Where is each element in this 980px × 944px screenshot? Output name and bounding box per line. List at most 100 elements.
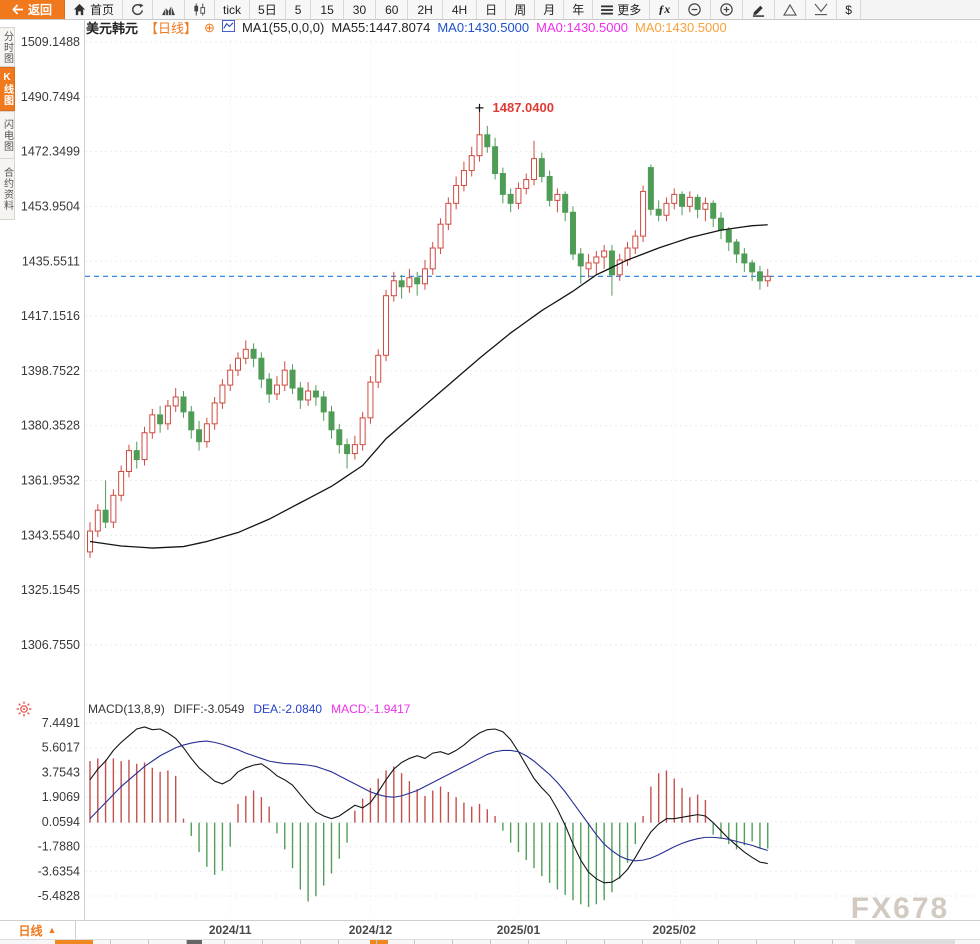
toolbar-item-fx[interactable]: ƒx	[650, 0, 680, 19]
price-tick-label: 1380.3528	[21, 419, 80, 433]
minimap-fragment	[642, 940, 643, 944]
toolbar-item-m30[interactable]: 30	[343, 0, 377, 19]
minimap-fragment	[794, 940, 795, 944]
price-tick-label: 1435.5511	[22, 254, 80, 268]
sidebar-tab-4[interactable]: 合约资料	[0, 158, 15, 220]
toolbar-item-chart-mountain[interactable]	[153, 0, 186, 19]
toolbar-item-label: 更多	[617, 3, 642, 17]
toolbar-item-draw[interactable]	[743, 0, 776, 19]
ma0-value-magenta: MA0:1430.5000	[536, 20, 628, 35]
toolbar-item-5d[interactable]: 5日	[250, 0, 286, 19]
price-tick-label: 1325.1545	[21, 583, 80, 597]
toolbar-item-day[interactable]: 日	[477, 0, 507, 19]
toolbar-item-label: 2H	[417, 2, 433, 17]
x-axis-bar: 日线 ▲ 2024/11 2024/12 2025/01 2025/02	[0, 920, 980, 939]
minimap-fragment	[186, 940, 202, 944]
toolbar-item-year[interactable]: 年	[564, 0, 594, 19]
gridlines	[85, 40, 978, 915]
price-axis-labels: 1509.1488 1490.7494 1472.3499 1453.9504 1435…	[21, 35, 80, 652]
minimap-fragment	[566, 940, 567, 944]
minimap-strip[interactable]	[0, 939, 980, 944]
toolbar-item-label: $	[845, 2, 852, 17]
minimap-fragment	[370, 940, 388, 944]
macd-macd-value: MACD:-1.9417	[331, 702, 411, 716]
minimap-fragment	[186, 940, 187, 944]
sidebar-tab-1[interactable]: 分时图	[0, 27, 15, 67]
minimap-fragment	[110, 940, 111, 944]
ma0-value-orange: MA0:1430.5000	[634, 20, 727, 35]
minimap-fragment	[224, 940, 225, 944]
minimap-fragment	[452, 940, 453, 944]
zoom-out-icon	[687, 2, 702, 17]
toolbar-item-h4[interactable]: 4H	[442, 0, 478, 19]
back-icon	[12, 4, 24, 15]
macd-diff-value: DIFF:-3.0549	[173, 702, 245, 716]
minimap-fragment	[55, 940, 93, 944]
macd-tick-label: -3.6354	[38, 864, 80, 878]
toolbar-item-tick[interactable]: tick	[215, 0, 251, 19]
toolbar-item-h2[interactable]: 2H	[408, 0, 443, 19]
toolbar-item-label: 5日	[258, 3, 277, 17]
toolbar-item-label: 30	[352, 2, 367, 17]
minimap-fragment	[414, 940, 415, 944]
x-axis-label: 2024/11	[208, 923, 252, 937]
toolbar-item-chart-candle[interactable]	[185, 0, 216, 19]
macd-tick-label: 0.0594	[42, 815, 80, 829]
add-indicator-icon[interactable]: ⊕	[204, 19, 215, 35]
ma0-value-blue: MA0:1430.5000	[437, 20, 530, 35]
ma-settings-label: MA1(55,0,0,0)	[241, 20, 325, 35]
toolbar-item-label: 首页	[90, 3, 115, 17]
price-tick-label: 1306.7550	[21, 638, 80, 652]
toolbar-item-zoom-out[interactable]	[679, 0, 712, 19]
toolbar-item-week[interactable]: 周	[506, 0, 536, 19]
toolbar-item-zoom-in[interactable]	[711, 0, 744, 19]
toolbar-item-label: 4H	[451, 2, 468, 17]
price-tick-label: 1417.1516	[21, 309, 80, 323]
triangle-up-icon: ▲	[47, 925, 57, 935]
high-price-label: 1487.0400	[493, 100, 554, 115]
macd-dea-value: DEA:-2.0840	[253, 702, 323, 716]
home-icon	[73, 3, 86, 16]
toolbar-item-check-down[interactable]	[806, 0, 838, 19]
price-tick-label: 1490.7494	[21, 90, 80, 104]
x-axis-label: 2024/12	[348, 923, 393, 937]
macd-tick-label: -1.7880	[38, 840, 80, 854]
price-tick-label: 1398.7522	[21, 364, 80, 378]
sidebar-tab-3[interactable]: 闪电图	[0, 111, 15, 159]
macd-diff-line	[89, 726, 768, 884]
period-selector-button[interactable]: 日线 ▲	[0, 921, 76, 939]
indicator-settings-icon[interactable]	[16, 701, 32, 717]
toolbar-item-refresh[interactable]	[123, 0, 154, 19]
macd-tick-label: 3.7543	[42, 765, 80, 779]
minimap-fragment	[148, 940, 149, 944]
minimap-fragment	[855, 940, 955, 944]
toolbar-item-home[interactable]: 首页	[65, 0, 124, 19]
toolbar-item-label: 返回	[28, 3, 53, 17]
minimap-fragment	[528, 940, 529, 944]
toolbar-item-more[interactable]: 更多	[593, 0, 651, 19]
x-axis-label: 2025/02	[652, 923, 696, 937]
sidebar-tab-2[interactable]: K线图	[0, 67, 15, 111]
minimap-fragment	[604, 940, 605, 944]
macd-header: MACD(13,8,9) DIFF:-3.0549 DEA:-2.0840 MA…	[88, 702, 410, 716]
minimap-fragment	[338, 940, 339, 944]
toolbar-item-dollar[interactable]: $	[837, 0, 861, 19]
chart-header: 美元韩元 【日线】 ⊕ MA1(55,0,0,0) MA55:1447.8074 M…	[86, 19, 727, 37]
macd-histogram	[89, 758, 769, 907]
period-selector-label: 日线	[18, 923, 43, 938]
toolbar-item-triangle-up[interactable]	[775, 0, 807, 19]
toolbar-item-label: 日	[485, 3, 498, 17]
toolbar-item-m5[interactable]: 5	[285, 0, 312, 19]
toolbar-item-month[interactable]: 月	[535, 0, 565, 19]
toolbar-item-m15[interactable]: 15	[311, 0, 344, 19]
period-tag: 【日线】	[145, 21, 198, 36]
toolbar-item-back[interactable]: 返回	[0, 0, 66, 19]
high-annotation: 1487.0400	[475, 100, 554, 115]
toolbar-item-m60[interactable]: 60	[376, 0, 409, 19]
ma55-line	[89, 224, 768, 549]
mini-chart-icon[interactable]	[221, 20, 235, 35]
refresh-icon	[131, 3, 144, 16]
toolbar-item-label: 月	[543, 3, 556, 17]
candlestick-series	[87, 107, 771, 558]
